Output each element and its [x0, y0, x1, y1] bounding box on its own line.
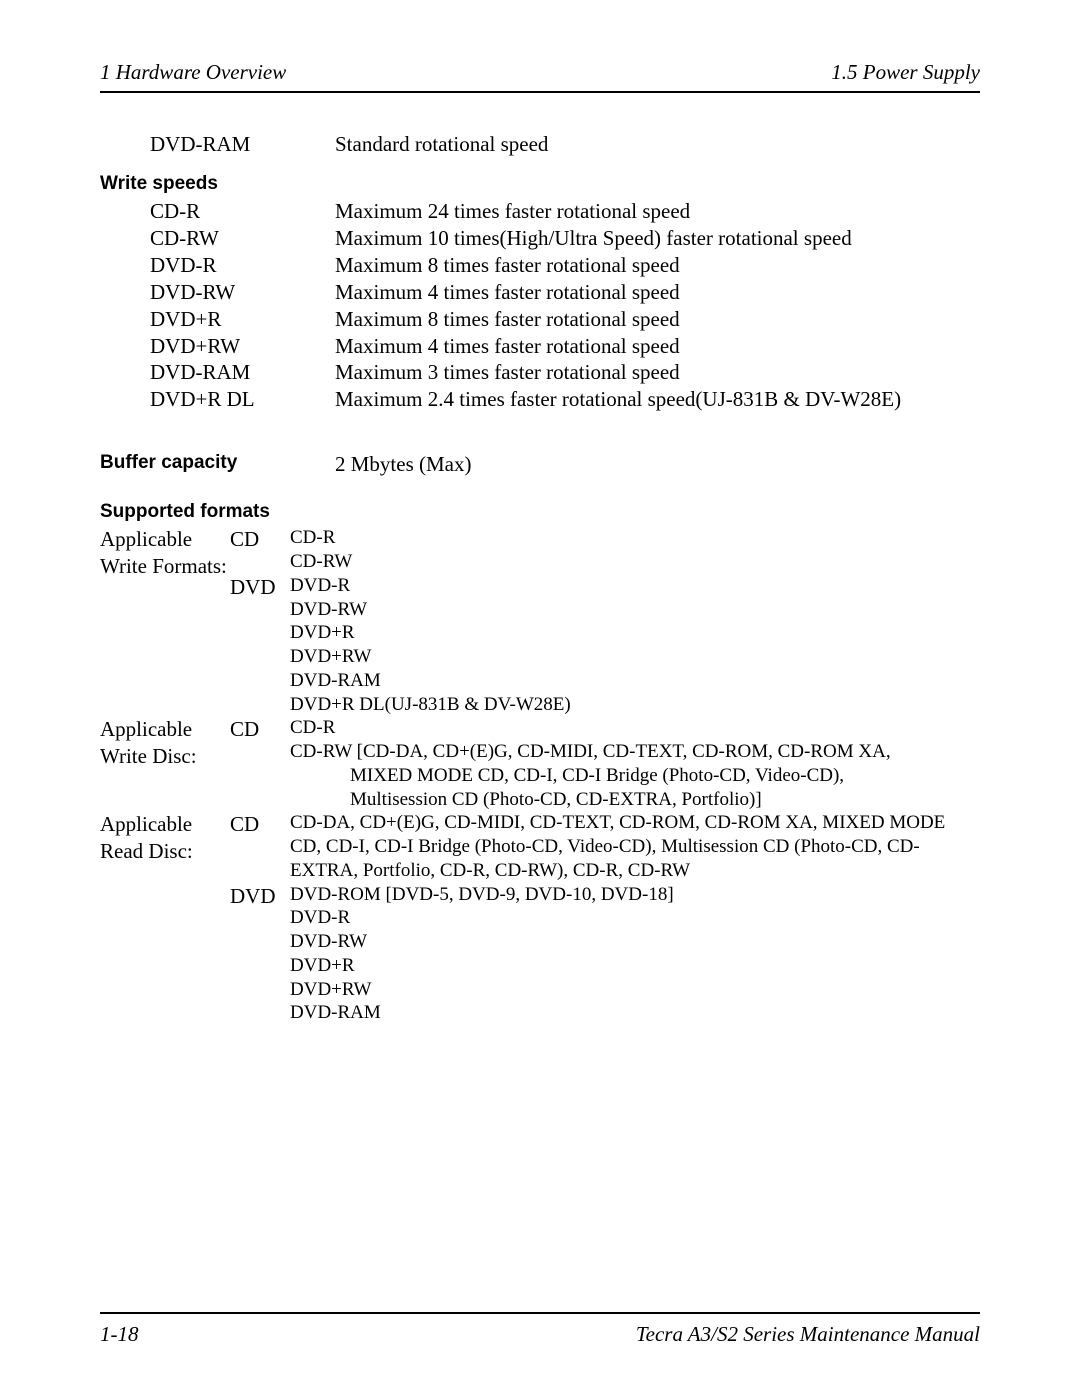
page-footer: 1-18 Tecra A3/S2 Series Maintenance Manu… [100, 1312, 980, 1347]
rd-label1: Applicable [100, 811, 230, 838]
page: 1 Hardware Overview 1.5 Power Supply DVD… [0, 0, 1080, 1397]
ws-value: Maximum 10 times(High/Ultra Speed) faste… [335, 225, 980, 252]
ws-row-4: DVD+R Maximum 8 times faster rotational … [100, 306, 980, 333]
dvd-ram-label: DVD-RAM [100, 131, 335, 158]
ws-label: DVD+R DL [100, 386, 335, 413]
header-right: 1.5 Power Supply [831, 60, 980, 85]
rd-dvd-item: DVD-R [290, 906, 980, 930]
ws-value: Maximum 3 times faster rotational speed [335, 359, 980, 386]
rd-cd-row: CD CD-DA, CD+(E)G, CD-MIDI, CD-TEXT, CD-… [230, 811, 980, 882]
wf-dvd-item: DVD-R [290, 574, 980, 598]
wf-dvd-item: DVD-RAM [290, 669, 980, 693]
supported-heading: Supported formats [100, 500, 980, 524]
wf-dvd-item: DVD+R DL(UJ-831B & DV-W28E) [290, 693, 980, 717]
ws-value: Maximum 8 times faster rotational speed [335, 306, 980, 333]
write-formats-block: Applicable Write Formats: CD CD-R CD-RW … [100, 526, 980, 716]
ws-value: Maximum 4 times faster rotational speed [335, 333, 980, 360]
ws-row-7: DVD+R DL Maximum 2.4 times faster rotati… [100, 386, 980, 413]
rd-dvd-item: DVD+RW [290, 978, 980, 1002]
rd-dvd-row: DVD DVD-ROM [DVD-5, DVD-9, DVD-10, DVD-1… [230, 883, 980, 1026]
wf-label2: Write Formats: [100, 553, 230, 580]
wf-cd-item: CD-RW [290, 550, 980, 574]
wf-cd-items: CD-R CD-RW [290, 526, 980, 574]
wd-cd-line2: CD-RW [CD-DA, CD+(E)G, CD-MIDI, CD-TEXT,… [290, 740, 980, 764]
ws-value: Maximum 24 times faster rotational speed [335, 198, 980, 225]
ws-row-3: DVD-RW Maximum 4 times faster rotational… [100, 279, 980, 306]
header-left: 1 Hardware Overview [100, 60, 286, 85]
wf-dvd-row: DVD DVD-R DVD-RW DVD+R DVD+RW DVD-RAM DV… [230, 574, 980, 717]
ws-label: DVD-RAM [100, 359, 335, 386]
ws-label: DVD-R [100, 252, 335, 279]
rd-label-col: Applicable Read Disc: [100, 811, 230, 1025]
ws-label: DVD+R [100, 306, 335, 333]
wd-label2: Write Disc: [100, 743, 230, 770]
rd-content: CD CD-DA, CD+(E)G, CD-MIDI, CD-TEXT, CD-… [230, 811, 980, 1025]
buffer-row: Buffer capacity 2 Mbytes (Max) [100, 451, 980, 478]
ws-row-6: DVD-RAM Maximum 3 times faster rotationa… [100, 359, 980, 386]
wf-dvd-item: DVD+R [290, 621, 980, 645]
wd-cd-line1: CD-R [290, 716, 980, 740]
buffer-heading: Buffer capacity [100, 451, 335, 478]
rd-dvd-items: DVD-ROM [DVD-5, DVD-9, DVD-10, DVD-18] D… [290, 883, 980, 1026]
wf-dvd-label: DVD [230, 574, 290, 717]
rd-dvd-item: DVD-RAM [290, 1001, 980, 1025]
wf-cd-row: CD CD-R CD-RW [230, 526, 980, 574]
read-disc-block: Applicable Read Disc: CD CD-DA, CD+(E)G,… [100, 811, 980, 1025]
ws-value: Maximum 2.4 times faster rotational spee… [335, 386, 980, 413]
page-header: 1 Hardware Overview 1.5 Power Supply [100, 60, 980, 93]
wd-content: CD CD-R CD-RW [CD-DA, CD+(E)G, CD-MIDI, … [230, 716, 980, 811]
wd-label1: Applicable [100, 716, 230, 743]
wf-content: CD CD-R CD-RW DVD DVD-R DVD-RW DVD+R DVD… [230, 526, 980, 716]
write-disc-block: Applicable Write Disc: CD CD-R CD-RW [CD… [100, 716, 980, 811]
rd-label2: Read Disc: [100, 838, 230, 865]
wf-label-col: Applicable Write Formats: [100, 526, 230, 716]
ws-row-5: DVD+RW Maximum 4 times faster rotational… [100, 333, 980, 360]
rd-dvd-item: DVD-ROM [DVD-5, DVD-9, DVD-10, DVD-18] [290, 883, 980, 907]
wd-cd-row: CD CD-R CD-RW [CD-DA, CD+(E)G, CD-MIDI, … [230, 716, 980, 811]
footer-right: Tecra A3/S2 Series Maintenance Manual [636, 1322, 980, 1347]
dvd-ram-row: DVD-RAM Standard rotational speed [100, 131, 980, 158]
ws-row-1: CD-RW Maximum 10 times(High/Ultra Speed)… [100, 225, 980, 252]
rd-dvd-item: DVD-RW [290, 930, 980, 954]
ws-row-0: CD-R Maximum 24 times faster rotational … [100, 198, 980, 225]
wf-cd-item: CD-R [290, 526, 980, 550]
ws-label: CD-RW [100, 225, 335, 252]
ws-value: Maximum 4 times faster rotational speed [335, 279, 980, 306]
buffer-value: 2 Mbytes (Max) [335, 451, 471, 478]
wd-cd-label: CD [230, 716, 290, 811]
content: DVD-RAM Standard rotational speed Write … [100, 131, 980, 1025]
ws-label: DVD+RW [100, 333, 335, 360]
wd-cd-items: CD-R CD-RW [CD-DA, CD+(E)G, CD-MIDI, CD-… [290, 716, 980, 811]
ws-label: DVD-RW [100, 279, 335, 306]
wd-cd-line3: MIXED MODE CD, CD-I, CD-I Bridge (Photo-… [290, 764, 980, 788]
wf-dvd-item: DVD-RW [290, 598, 980, 622]
write-speeds-heading: Write speeds [100, 172, 980, 196]
ws-row-2: DVD-R Maximum 8 times faster rotational … [100, 252, 980, 279]
wd-label-col: Applicable Write Disc: [100, 716, 230, 811]
dvd-ram-value: Standard rotational speed [335, 131, 980, 158]
rd-dvd-item: DVD+R [290, 954, 980, 978]
wf-label1: Applicable [100, 526, 230, 553]
rd-cd-label: CD [230, 811, 290, 882]
rd-dvd-label: DVD [230, 883, 290, 1026]
footer-left: 1-18 [100, 1322, 139, 1347]
rd-cd-text: CD-DA, CD+(E)G, CD-MIDI, CD-TEXT, CD-ROM… [290, 811, 980, 882]
ws-value: Maximum 8 times faster rotational speed [335, 252, 980, 279]
wf-dvd-item: DVD+RW [290, 645, 980, 669]
ws-label: CD-R [100, 198, 335, 225]
wf-cd-label: CD [230, 526, 290, 574]
wf-dvd-items: DVD-R DVD-RW DVD+R DVD+RW DVD-RAM DVD+R … [290, 574, 980, 717]
wd-cd-line4: Multisession CD (Photo-CD, CD-EXTRA, Por… [290, 788, 980, 812]
